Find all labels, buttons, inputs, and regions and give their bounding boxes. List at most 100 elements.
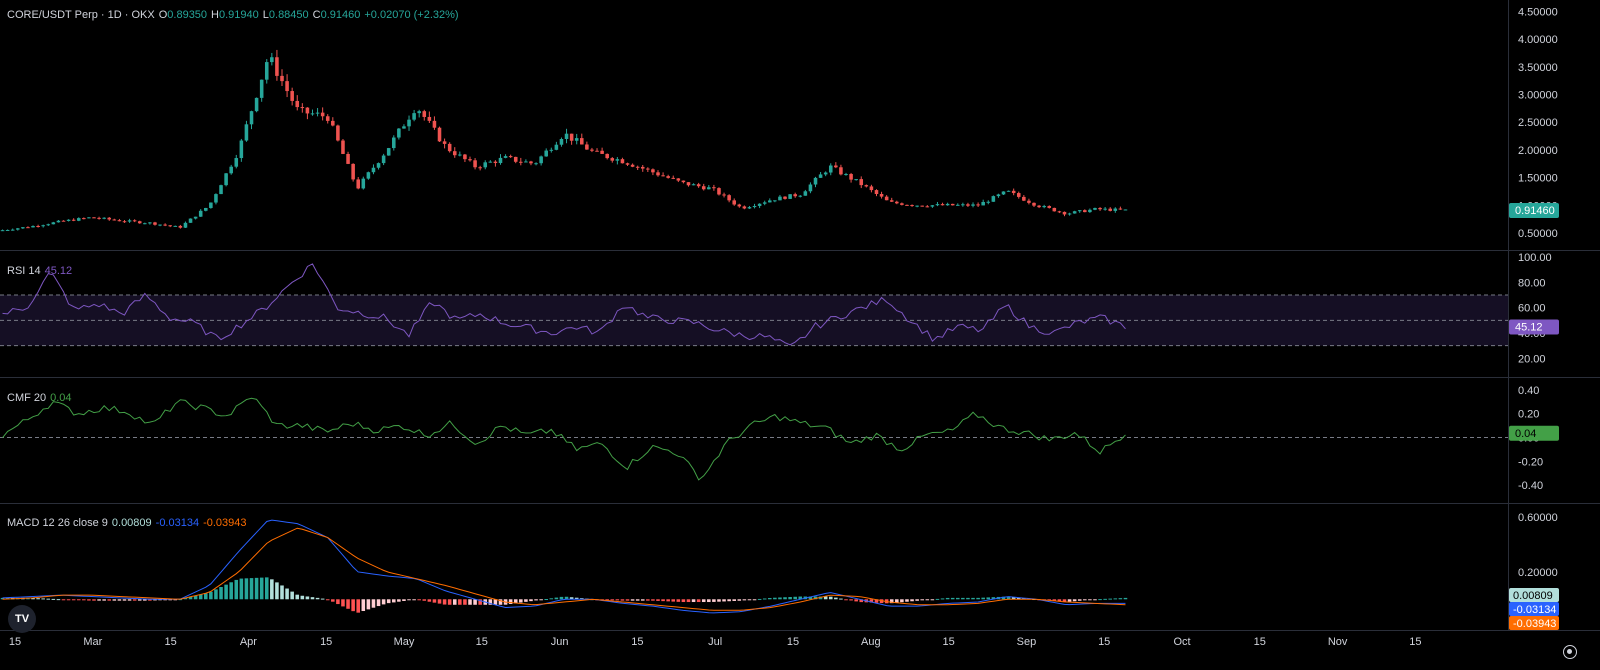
candle-body — [285, 81, 289, 92]
candle-body — [158, 224, 162, 226]
price-scale[interactable]: 4.50000 4.00000 3.50000 3.00000 2.50000 2.000… — [1509, 7, 1559, 630]
candle-body — [519, 161, 523, 163]
cmf-title[interactable]: CMF 20 — [7, 392, 47, 404]
macd-histogram-bar — [320, 598, 325, 600]
candle-body — [259, 79, 264, 98]
candle-body — [117, 220, 122, 222]
price-scale-tick-label: 0.40 — [1518, 385, 1539, 397]
candle-body — [889, 200, 894, 202]
macd-histogram-bar — [945, 597, 950, 600]
candle-body — [996, 194, 1001, 197]
macd-histogram-bar — [676, 599, 681, 602]
price-scale-tick-label: 1.50000 — [1518, 173, 1558, 185]
macd-histogram-bar — [1062, 599, 1067, 602]
candle-body — [783, 196, 787, 199]
candle-body — [991, 196, 996, 202]
price-scale-tick-label: 0.20 — [1518, 409, 1539, 421]
candle-body — [950, 203, 955, 206]
candle-body — [605, 153, 609, 159]
time-scale[interactable]: 15 Mar 15 Apr 15 May 15 Jun 15 Jul 15 Aug 15 Sep 15 Oct… — [9, 636, 1422, 648]
price-scale-tick-label: 0.50000 — [1518, 228, 1558, 240]
macd-histogram-bar — [844, 599, 848, 601]
macd-histogram-bar — [107, 599, 112, 601]
candle-body — [757, 203, 762, 206]
macd-histogram-bar — [224, 584, 228, 600]
price-pane[interactable] — [0, 49, 1128, 232]
candle-body — [275, 57, 279, 76]
candle-body — [346, 153, 350, 164]
candle-body — [366, 172, 371, 179]
candle-body — [727, 195, 731, 201]
macd-histogram-bar — [900, 599, 904, 603]
macd-histogram-bar — [244, 578, 249, 600]
macd-histogram-bar — [635, 599, 640, 601]
candle-body — [351, 163, 355, 180]
macd-histogram-bar — [275, 582, 279, 600]
macd-histogram-bar — [1083, 599, 1087, 601]
symbol-title[interactable]: CORE/USDT Perp · 1D · OKX — [7, 9, 155, 21]
macd-histogram-bar — [950, 597, 955, 600]
settings-gear-icon[interactable] — [1563, 645, 1577, 659]
macd-histogram-bar — [97, 599, 101, 601]
candle-body — [483, 162, 488, 168]
macd-histogram-bar — [519, 599, 523, 603]
macd-histogram-bar — [681, 599, 686, 603]
macd-title[interactable]: MACD 12 26 close 9 — [7, 517, 108, 529]
time-scale-tick-label: 15 — [942, 636, 954, 648]
macd-histogram-bar — [732, 599, 736, 601]
macd-histogram-bar — [56, 599, 61, 601]
candle-body — [966, 204, 970, 206]
macd-histogram-bar — [1011, 597, 1016, 600]
macd-histogram-bar — [41, 598, 45, 600]
macd-histogram-bar — [132, 599, 137, 601]
rsi-title[interactable]: RSI 14 — [7, 265, 41, 277]
candle-body — [808, 184, 813, 192]
time-scale-tick-label: May — [394, 636, 415, 648]
candle-body — [61, 220, 66, 222]
candle-body — [178, 225, 183, 228]
macd-histogram-bar — [1006, 596, 1011, 600]
high-label: H — [211, 9, 219, 21]
cmf-pane[interactable] — [0, 397, 1508, 481]
macd-histogram-bar — [412, 599, 416, 601]
candle-body — [5, 229, 10, 231]
macd-histogram-bar — [361, 599, 366, 612]
macd-histogram-bar — [717, 599, 721, 602]
time-scale-tick-label: Nov — [1328, 636, 1348, 648]
rsi-last-value-tag-bg — [1509, 319, 1559, 335]
macd-histogram-bar — [290, 591, 294, 600]
macd-histogram-bar — [773, 597, 777, 600]
macd-histogram-bar — [854, 599, 858, 602]
macd-histogram-bar — [925, 599, 930, 601]
tradingview-logo-icon[interactable]: TV — [8, 605, 36, 633]
candle-body — [188, 218, 193, 223]
macd-histogram-bar — [417, 599, 421, 601]
macd-histogram-bar — [768, 598, 772, 600]
candle-body — [264, 62, 269, 80]
candle-body — [1088, 209, 1092, 213]
candle-body — [1108, 208, 1112, 211]
open-label: O — [158, 9, 168, 21]
candle-body — [163, 224, 167, 226]
price-scale-tick-label: 3.50000 — [1518, 62, 1558, 74]
macd-histogram-bar — [874, 599, 879, 603]
rsi-pane[interactable] — [0, 263, 1508, 347]
candle-body — [143, 223, 147, 225]
macd-histogram-bar — [452, 599, 457, 605]
macd-histogram-bar — [51, 598, 56, 600]
candle-body — [1037, 205, 1041, 208]
candle-body — [600, 150, 604, 154]
macd-histogram-bar — [895, 599, 899, 603]
candle-body — [859, 179, 864, 186]
macd-histogram-bar — [214, 589, 218, 600]
macd-histogram-bar — [188, 596, 193, 600]
cmf-last-value-tag-bg — [1509, 425, 1559, 441]
candle-body — [625, 163, 630, 165]
candle-body — [839, 167, 843, 175]
candle-body — [361, 178, 366, 189]
price-scale-tick-label: 100.00 — [1518, 252, 1552, 264]
macd-pane[interactable] — [0, 519, 1128, 614]
candle-body — [742, 206, 747, 209]
